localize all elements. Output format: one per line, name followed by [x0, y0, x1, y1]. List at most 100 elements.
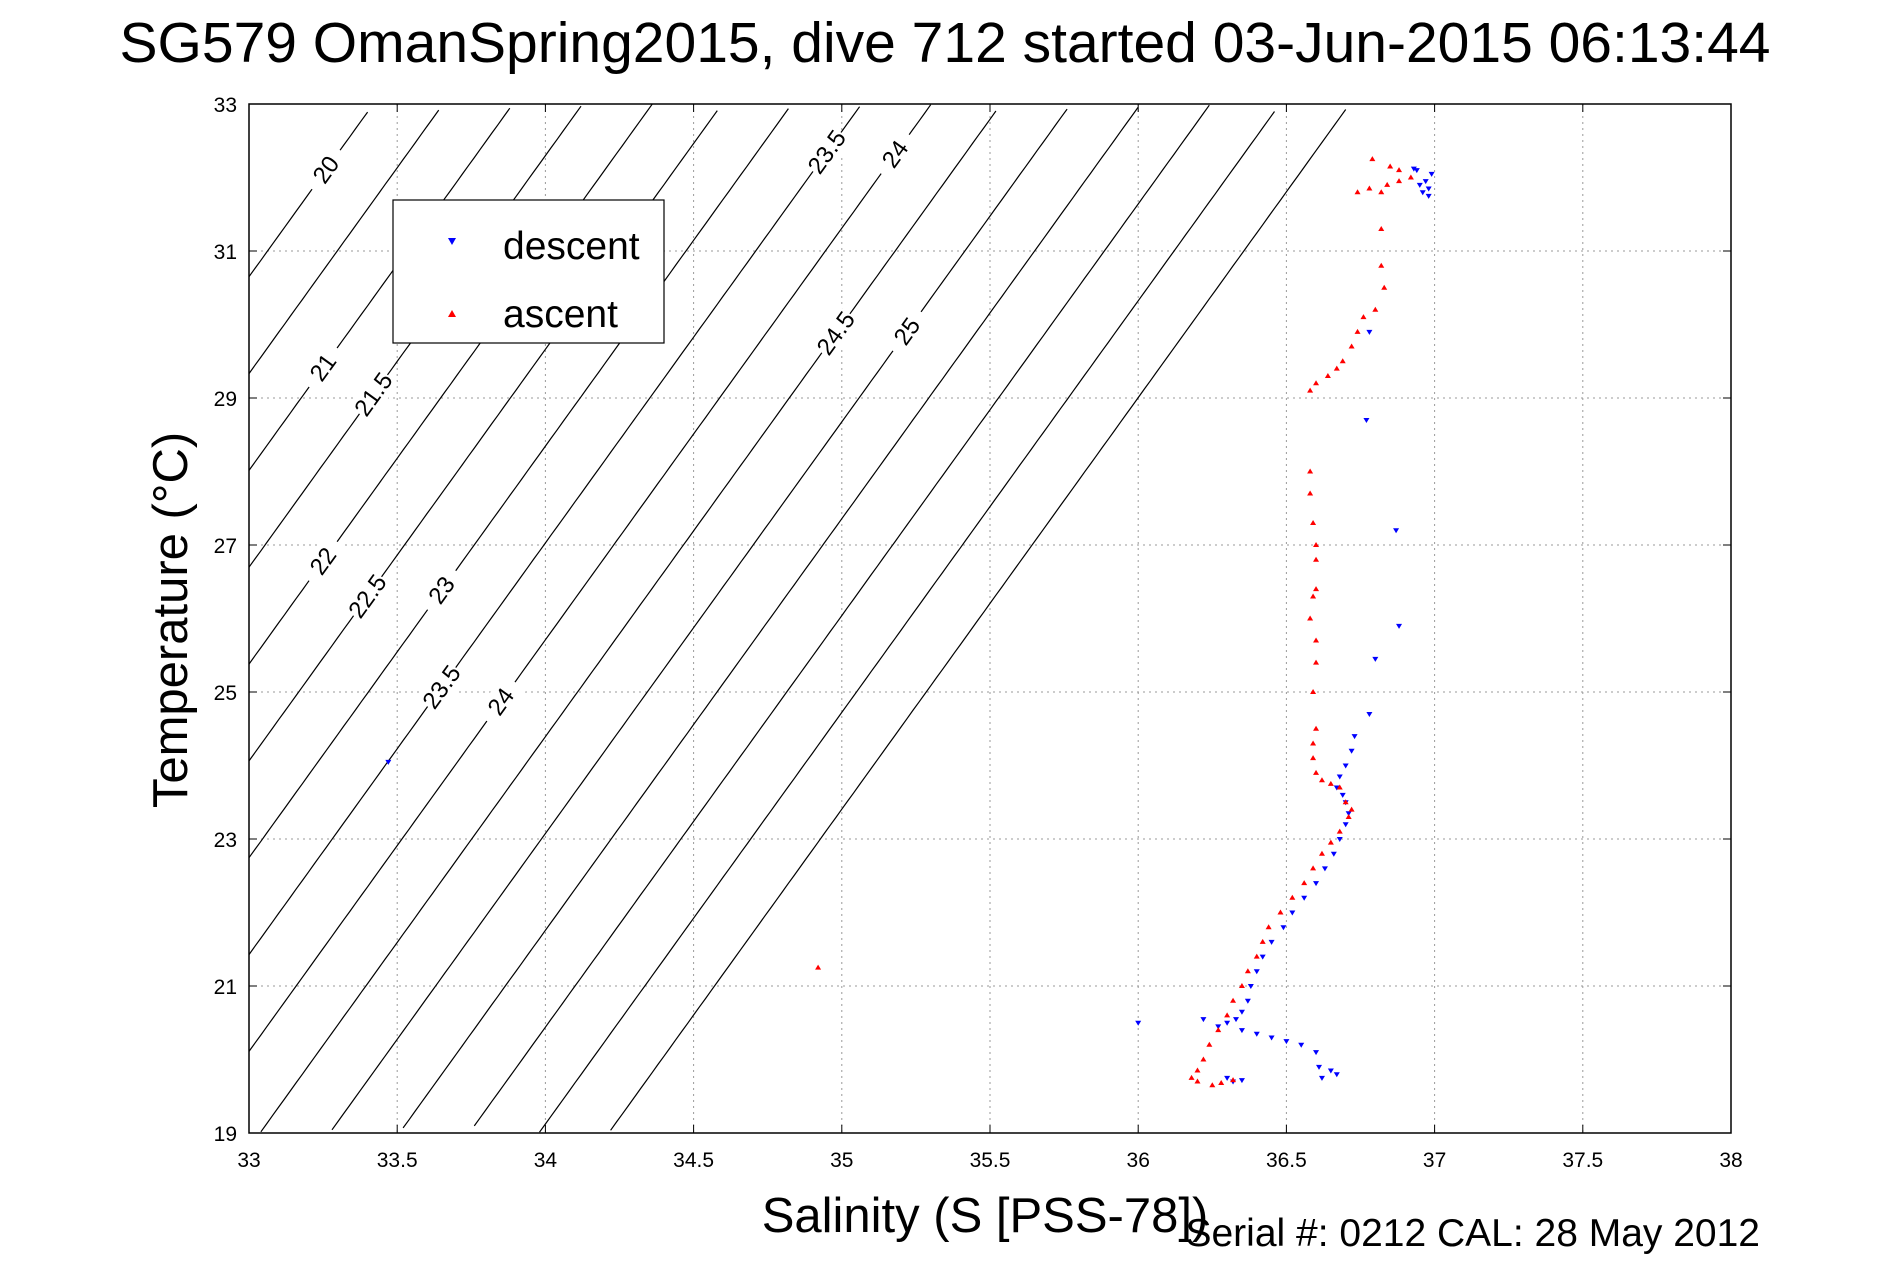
legend-box	[392, 199, 665, 344]
ascent-point	[1327, 780, 1334, 786]
y-tick-label: 19	[214, 1123, 237, 1146]
isopycnal-label-bg	[300, 142, 352, 198]
ascent-point	[1230, 1077, 1237, 1083]
isopycnal-line	[248, 108, 789, 859]
ascent-point	[1313, 542, 1320, 547]
ascent-point	[1218, 1080, 1225, 1086]
ascent-point	[1253, 953, 1260, 959]
ascent-point	[1310, 689, 1317, 694]
ascent-point	[1259, 938, 1266, 944]
ascent-point	[1313, 637, 1320, 643]
ascent-point	[1387, 163, 1394, 169]
ascent-point	[1324, 372, 1331, 378]
legend-descent-marker	[448, 238, 456, 245]
ascent-point	[1348, 806, 1355, 812]
descent-point	[1327, 1068, 1334, 1074]
ascent-point	[1310, 865, 1317, 871]
ascent-point	[1209, 1082, 1216, 1088]
x-tick-label: 34	[534, 1149, 558, 1172]
descent-point	[1428, 171, 1435, 177]
ascent-point	[1188, 1074, 1195, 1080]
y-axis-label: Temperature (°C)	[144, 432, 198, 808]
isopycnal-line	[248, 104, 932, 1052]
data-points	[385, 156, 1435, 1088]
legend-ascent-label: ascent	[503, 293, 618, 336]
descent-point	[1238, 1028, 1245, 1034]
ascent-point	[1310, 740, 1317, 746]
descent-point	[1410, 166, 1417, 172]
y-tick-label: 33	[214, 94, 237, 117]
y-tick-label: 31	[214, 241, 237, 264]
ascent-point	[1313, 586, 1320, 592]
descent-point	[1372, 656, 1379, 662]
x-tick-label: 33	[237, 1149, 260, 1172]
descent-point	[1318, 1075, 1325, 1081]
isopycnal-line	[248, 106, 861, 955]
ascent-point	[1230, 997, 1237, 1003]
descent-point	[1366, 712, 1373, 718]
descent-point	[1238, 1078, 1245, 1084]
ascent-point	[1289, 894, 1296, 900]
ascent-point	[1354, 189, 1361, 195]
ascent-point	[1378, 262, 1385, 268]
descent-point	[1422, 179, 1429, 185]
descent-point	[1224, 1020, 1231, 1026]
ascent-point	[1301, 880, 1308, 886]
ascent-point	[1342, 799, 1349, 805]
y-tick-label: 25	[214, 682, 237, 705]
legend-ascent-marker	[448, 310, 456, 317]
isopycnal-line	[610, 109, 1347, 1131]
ascent-point	[1313, 659, 1320, 665]
x-tick-label: 35.5	[970, 1149, 1011, 1172]
y-tick-label: 27	[214, 535, 237, 558]
ascent-point	[1366, 185, 1373, 191]
descent-point	[1280, 925, 1287, 931]
descent-point	[1342, 763, 1349, 769]
ascent-point	[1318, 777, 1325, 783]
isopycnal-line	[248, 107, 511, 471]
ascent-point	[1194, 1078, 1201, 1084]
isopycnal-label-bg	[475, 673, 527, 730]
x-axis-label: Salinity (S [PSS-78])	[762, 1189, 1209, 1243]
descent-point	[1416, 182, 1423, 188]
descent-point	[1336, 837, 1343, 842]
descent-point	[1313, 1050, 1320, 1056]
isopycnal-label-bg	[348, 366, 399, 423]
x-tick-label: 36.5	[1266, 1149, 1307, 1172]
descent-point	[1339, 792, 1346, 798]
ascent-point	[1313, 725, 1320, 731]
ascent-point	[1310, 519, 1317, 525]
isopycnal-label-bg	[801, 124, 853, 180]
isopycnal-label-bg	[869, 126, 921, 182]
legend: descent ascent	[392, 199, 665, 344]
y-tick-label: 21	[214, 976, 237, 999]
isopycnal-line	[260, 110, 997, 1133]
ascent-point	[1307, 490, 1314, 496]
descent-point	[1233, 1017, 1240, 1023]
descent-point	[1393, 528, 1400, 534]
serial-calibration: Serial #: 0212 CAL: 28 May 2012	[1185, 1212, 1760, 1255]
descent-point	[1345, 811, 1352, 817]
ascent-point	[1310, 593, 1317, 599]
descent-point	[1200, 1017, 1207, 1023]
descent-point	[1313, 881, 1320, 887]
descent-point	[1253, 1031, 1260, 1037]
ascent-point	[1307, 387, 1314, 393]
descent-point	[1301, 895, 1308, 901]
isopycnal-label-bg	[342, 568, 393, 624]
isopycnal-label-bg	[810, 305, 862, 361]
isopycnal-line	[539, 111, 1275, 1133]
descent-point	[1238, 1009, 1245, 1015]
ascent-point	[815, 964, 822, 970]
descent-point	[1336, 774, 1343, 780]
x-tick-label: 38	[1719, 1149, 1742, 1172]
ascent-point	[1407, 174, 1414, 180]
ascent-point	[1215, 1027, 1222, 1033]
descent-point	[1425, 193, 1432, 199]
isopycnal-line	[248, 109, 440, 374]
descent-point	[1135, 1020, 1142, 1026]
x-tick-label: 33.5	[377, 1149, 418, 1172]
x-tick-label: 34.5	[673, 1149, 714, 1172]
descent-point	[1333, 1072, 1340, 1078]
